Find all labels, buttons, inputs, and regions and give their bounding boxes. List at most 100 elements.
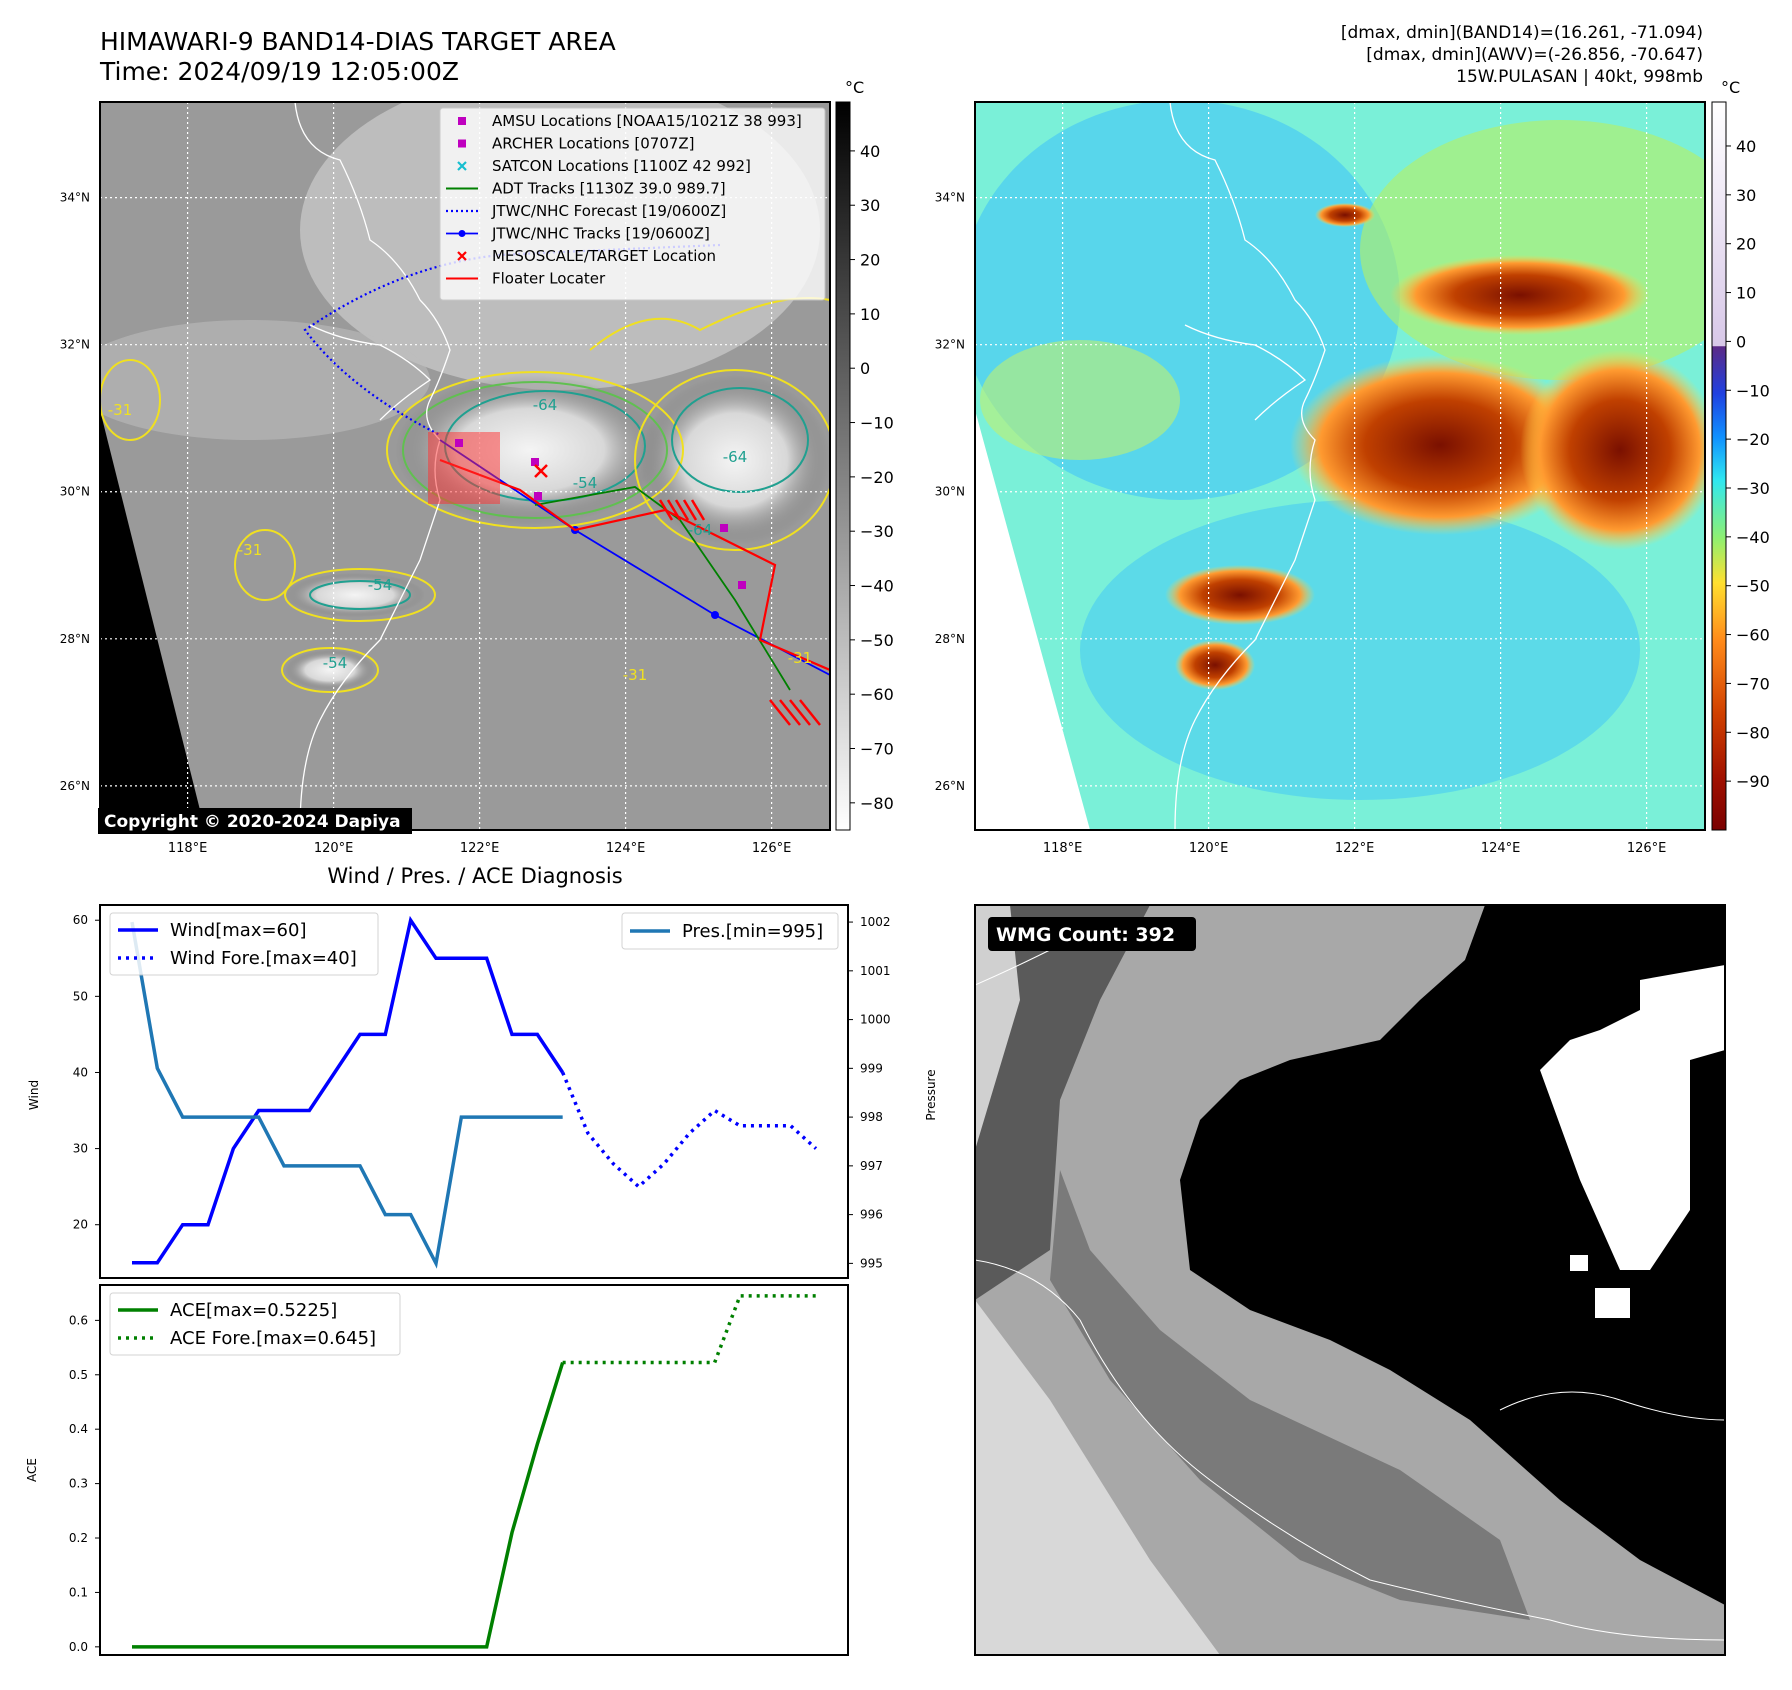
contour-yellow bbox=[100, 359, 161, 441]
colorbar-tick-label: −50 bbox=[1736, 577, 1770, 596]
cloud-cluster bbox=[285, 650, 375, 690]
legend-label: ACE[max=0.5225] bbox=[170, 1300, 337, 1321]
ace-axis-label: ACE bbox=[25, 1458, 39, 1482]
contour-label: -64 bbox=[533, 396, 558, 414]
awv-colorbar: °C 40 30 20 10 0 −10 −20 −30 −40 −50 −60 −70 −80 −90 bbox=[1711, 78, 1770, 831]
colorbar-tick-label: 40 bbox=[860, 142, 880, 161]
ace-tick-label: 0.2 bbox=[69, 1531, 88, 1545]
diagnosis-panel: Wind / Pres. / ACE Diagnosis 20 30 40 50 60 9… bbox=[25, 864, 938, 1656]
colorbar-tick-label: 30 bbox=[860, 196, 880, 215]
colorbar-tick-label: −80 bbox=[1736, 723, 1770, 742]
awv-moist-region bbox=[980, 340, 1180, 460]
contour-label: -64 bbox=[688, 521, 713, 539]
archer-location bbox=[531, 458, 539, 466]
colorbar-tick-label: 20 bbox=[1736, 235, 1756, 254]
pressure-tick-label: 998 bbox=[860, 1110, 883, 1124]
figure-time: Time: 2024/09/19 12:05:00Z bbox=[99, 57, 459, 86]
awv-cold-cluster bbox=[1315, 203, 1375, 227]
colorbar-tick-label: −70 bbox=[1736, 674, 1770, 693]
map-frame bbox=[974, 101, 1706, 831]
pressure-tick-label: 997 bbox=[860, 1159, 883, 1173]
copyright-box bbox=[98, 808, 412, 834]
wmg-gray-band bbox=[975, 905, 1020, 1150]
contour-label: -31 bbox=[238, 541, 263, 559]
lat-tick-label: 26°N bbox=[935, 779, 965, 793]
map-frame bbox=[99, 101, 831, 831]
ace-tick-label: 0.4 bbox=[69, 1422, 88, 1436]
legend-box bbox=[109, 1292, 401, 1356]
legend-marker bbox=[458, 139, 466, 148]
contour-label: -31 bbox=[788, 649, 813, 667]
legend-box bbox=[109, 912, 379, 976]
colorbar-tick-label: −60 bbox=[1736, 626, 1770, 645]
lon-tick-label: 122°E bbox=[460, 841, 500, 856]
colorbar-tick-label: −60 bbox=[860, 685, 894, 704]
lon-tick-label: 126°E bbox=[1627, 841, 1667, 856]
colorbar-tick-label: 0 bbox=[1736, 332, 1746, 351]
awv-dry-region bbox=[1080, 500, 1640, 800]
colorbar-unit: °C bbox=[1721, 78, 1740, 97]
colorbar-tick-label: −50 bbox=[860, 631, 894, 650]
lat-tick-label: 32°N bbox=[935, 338, 965, 352]
legend-label: JTWC/NHC Forecast [19/0600Z] bbox=[491, 202, 726, 220]
legend-marker bbox=[458, 117, 466, 125]
lon-tick-label: 120°E bbox=[314, 841, 354, 856]
colorbar-tick-label: −20 bbox=[1736, 430, 1770, 449]
wmg-dark-strip bbox=[1050, 1170, 1530, 1620]
colorbar-tick-label: 10 bbox=[860, 305, 880, 324]
lat-tick-label: 28°N bbox=[60, 632, 90, 646]
wmg-light-region bbox=[975, 1300, 1220, 1655]
cloud-field bbox=[100, 320, 430, 440]
wind-tick-label: 20 bbox=[73, 1218, 88, 1232]
legend-label: Floater Locater bbox=[492, 270, 606, 288]
contour-label: -54 bbox=[573, 474, 598, 492]
series-ace bbox=[132, 1362, 565, 1649]
series-wind bbox=[132, 915, 565, 1265]
wind-pressure-plot: 20 30 40 50 60 995 996 997 998 999 1000 1001 1002 Win… bbox=[73, 904, 891, 1279]
pressure-tick-label: 1000 bbox=[860, 1013, 891, 1027]
lon-tick-label: 118°E bbox=[168, 841, 208, 856]
awv-cold-core bbox=[1290, 355, 1590, 535]
wind-tick-label: 50 bbox=[73, 989, 88, 1003]
target-box bbox=[428, 432, 500, 504]
pressure-tick-label: 995 bbox=[860, 1256, 883, 1270]
map-legend: AMSU Locations [NOAA15/1021Z 38 993] ARCH… bbox=[439, 107, 826, 301]
contour-yellow bbox=[634, 369, 830, 551]
lat-tick-label: 26°N bbox=[60, 779, 90, 793]
contour-labels: -64 -64 -54 -54 -54 -64 -31 -31 -31 -31 bbox=[108, 396, 813, 684]
wind-legend: Wind[max=60] Wind Fore.[max=40] bbox=[109, 912, 379, 976]
colorbar-tick-label: 30 bbox=[1736, 186, 1756, 205]
amsu-location bbox=[738, 581, 746, 589]
wind-tick-label: 30 bbox=[73, 1142, 88, 1156]
pressure-tick-label: 1001 bbox=[860, 964, 891, 978]
band14-colorbar: °C 40 30 20 10 0 −10 −20 −30 −40 −50 −60 −70 −80 bbox=[835, 78, 894, 831]
map-axis-ticks: 118°E 120°E 122°E 124°E 126°E 26°N 28°N 30°N 32°… bbox=[935, 191, 1667, 856]
colorbar-tick-label: −10 bbox=[860, 414, 894, 433]
colorbar-tick-label: −40 bbox=[1736, 528, 1770, 547]
colorbar-tick-label: −90 bbox=[1736, 772, 1770, 791]
floater-locater-hatch bbox=[658, 499, 821, 726]
colorbar-tick-label: −20 bbox=[860, 468, 894, 487]
lon-tick-label: 124°E bbox=[1481, 841, 1521, 856]
awv-moist-region bbox=[1360, 120, 1705, 380]
pressure-tick-label: 996 bbox=[860, 1208, 883, 1222]
lon-tick-label: 118°E bbox=[1043, 841, 1083, 856]
pressure-axis-label: Pressure bbox=[924, 1069, 938, 1120]
coastline bbox=[309, 324, 432, 421]
typhoon-cloud-band bbox=[640, 375, 830, 545]
colorbar-gradient bbox=[1711, 101, 1727, 831]
map-gridlines bbox=[975, 102, 1705, 830]
colorbar-tick-label: −40 bbox=[860, 577, 894, 596]
map-axis-ticks: 118°E 120°E 122°E 124°E 126°E 26°N 28°N 30°N 32°… bbox=[60, 191, 792, 856]
lat-tick-label: 32°N bbox=[60, 338, 90, 352]
colorbar-ticks: 40 30 20 10 0 −10 −20 −30 −40 −50 −60 −70 −80 −90 bbox=[1726, 137, 1770, 791]
contour-teal bbox=[309, 580, 411, 610]
no-data-region bbox=[975, 102, 1090, 830]
awv-cold-band bbox=[1390, 255, 1650, 335]
ace-tick-label: 0.5 bbox=[69, 1368, 88, 1382]
lon-tick-label: 124°E bbox=[606, 841, 646, 856]
lon-tick-label: 126°E bbox=[752, 841, 792, 856]
contour-yellow bbox=[281, 647, 379, 693]
band14-ir-map: -64 -64 -54 -54 -54 -64 -31 -31 -31 -31 AMSU Loca… bbox=[60, 101, 831, 856]
